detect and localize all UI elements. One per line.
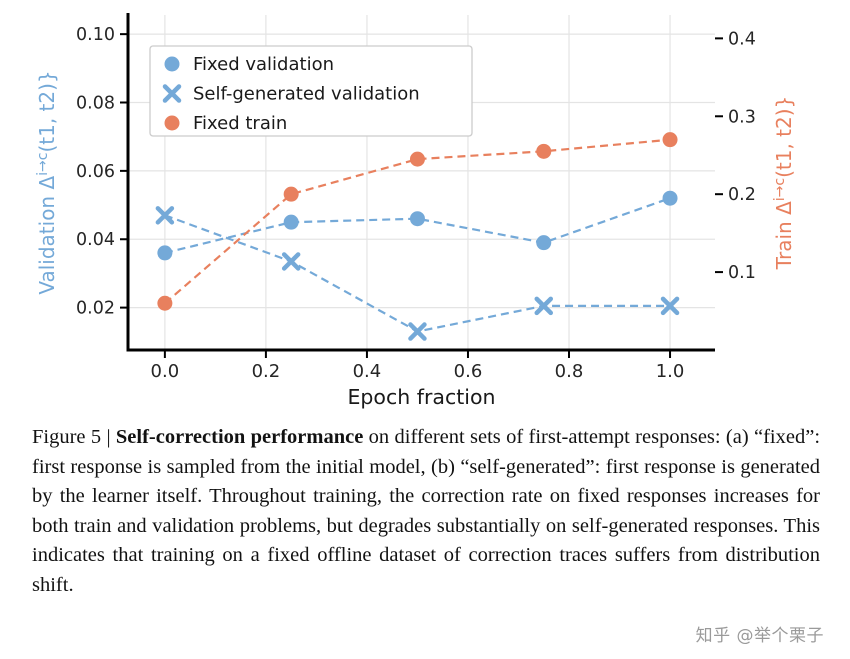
zhihu-watermark: 知乎 @举个栗子 — [695, 626, 824, 646]
right-tick-label: 0.4 — [728, 29, 756, 49]
x-tick-label: 1.0 — [656, 361, 685, 382]
data-point-x — [660, 296, 680, 316]
left-tick-label: 0.02 — [76, 299, 115, 319]
left-axis-label: Validation Δi→c(t1, t2)} — [35, 70, 59, 294]
chart-canvas: 0.10 0.08 0.06 0.04 0.02 0.4 0.3 0.2 0.1 0.0 0.2 0.… — [35, 13, 796, 409]
x-tick-label: 0.2 — [252, 361, 281, 382]
legend-item-label: Fixed train — [193, 113, 287, 134]
data-point — [409, 211, 425, 227]
right-tick-label: 0.3 — [728, 107, 756, 127]
legend-box — [149, 45, 473, 137]
right-tick-label: 0.2 — [728, 185, 756, 205]
x-tick-label: 0.6 — [454, 361, 483, 382]
figure5-chart: 0.10 0.08 0.06 0.04 0.02 0.4 0.3 0.2 0.1 0.0 0.2 0.… — [35, 13, 796, 409]
legend-marker — [164, 115, 180, 131]
x-tick-label: 0.4 — [353, 361, 382, 382]
data-point — [536, 235, 552, 251]
data-point-x — [162, 84, 182, 103]
data-point — [662, 132, 678, 148]
data-point — [409, 151, 425, 167]
data-point-x — [281, 252, 301, 271]
data-point — [536, 143, 552, 159]
caption-text: on different sets of first-attempt respo… — [32, 426, 821, 596]
x-tick-label: 0.0 — [151, 361, 180, 382]
series-line — [164, 138, 671, 305]
left-tick-label: 0.10 — [76, 25, 115, 45]
data-point — [157, 245, 173, 261]
data-point-x — [408, 322, 427, 341]
data-point — [283, 214, 299, 230]
legend-item-label: Self-generated validation — [193, 84, 420, 105]
right-axis-label: Train Δi→c(t1, t2)} — [772, 96, 796, 271]
left-tick-label: 0.08 — [76, 94, 115, 114]
data-point-x — [155, 206, 175, 225]
figure-caption: Figure 5 | Self-correction performance o… — [32, 423, 820, 600]
right-tick-label: 0.1 — [728, 263, 756, 283]
data-point — [283, 186, 299, 202]
x-tick-label: 0.8 — [555, 361, 584, 382]
caption-separator: | — [106, 426, 111, 448]
left-tick-label: 0.04 — [76, 230, 115, 250]
left-tick-label: 0.06 — [76, 162, 115, 182]
data-point — [662, 190, 678, 206]
data-point-x — [534, 296, 553, 316]
legend-item-label: Fixed validation — [193, 54, 334, 75]
caption-bold-title: Self-correction performance — [115, 426, 364, 448]
series-line — [164, 197, 671, 254]
x-axis-label: Epoch fraction — [347, 385, 495, 409]
figure-label: Figure 5 — [32, 426, 102, 448]
series-line — [164, 214, 670, 333]
data-point — [157, 295, 173, 311]
legend-marker — [164, 56, 180, 72]
